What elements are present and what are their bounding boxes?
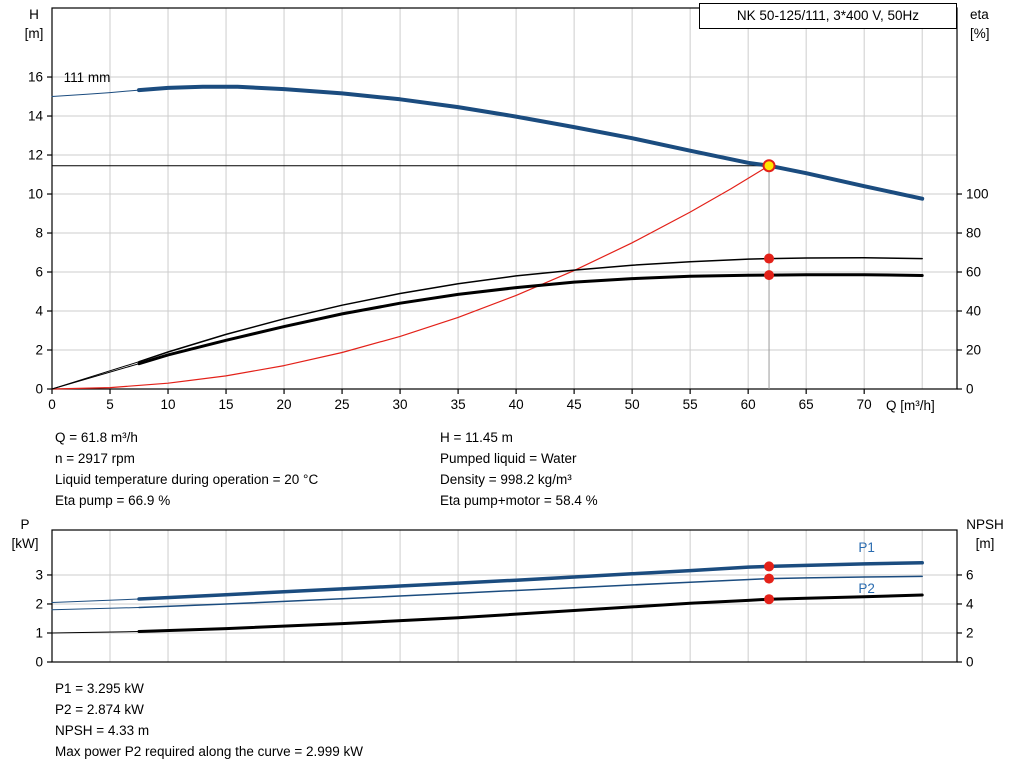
h-axis-title: H [m] [14, 5, 54, 43]
eta-axis-symbol: eta [970, 7, 989, 22]
x-axis-tick-label: 55 [683, 397, 698, 412]
plot-frame [51, 7, 958, 390]
npsh-value: NPSH = 4.33 m [55, 723, 150, 738]
right-axis-tick-label: 0 [966, 382, 974, 397]
info-block-bottom: P1 = 3.295 kW P2 = 2.874 kW NPSH = 4.33 … [55, 678, 363, 762]
npsh-axis-title: NPSH [m] [956, 515, 1014, 553]
left-axis-tick-label: 2 [35, 343, 43, 358]
left-axis-tick-label: 16 [28, 70, 43, 85]
right-axis-tick-label: 6 [966, 567, 974, 582]
pumped-liquid-value: Pumped liquid = Water [440, 451, 577, 466]
left-axis-tick-label: 0 [35, 655, 43, 670]
liquid-temperature-value: Liquid temperature during operation = 20… [55, 472, 319, 487]
x-axis-tick-label: 20 [277, 397, 292, 412]
h-axis-unit: [m] [24, 26, 44, 41]
p-axis-symbol: P [20, 517, 30, 532]
head-value: H = 11.45 m [440, 430, 513, 445]
p1-curve [137, 561, 924, 601]
chart-power: 0 1 2 3 0 2 4 6 P1 P2 [35, 529, 974, 670]
right-axis-tick-label: 20 [966, 343, 981, 358]
p2-lead [51, 607, 140, 611]
p2-label: P2 [858, 581, 875, 596]
left-axis-tick-label: 12 [28, 148, 43, 163]
x-axis-tick-label: 0 [48, 397, 56, 412]
impeller-diameter-label: 111 mm [64, 70, 111, 85]
left-axis-tick-label: 2 [35, 596, 43, 611]
p1-lead [51, 598, 140, 603]
eta-pump-motor-dot [764, 270, 775, 281]
x-axis-tick-label: 30 [393, 397, 408, 412]
eta-axis-unit: [%] [970, 26, 990, 41]
chart-qh: 0 2 4 6 8 10 12 14 16 0 20 40 60 80 100 0 5 10 15 20 25 30 35 4… [28, 7, 989, 412]
p-axis-unit: [kW] [11, 536, 39, 551]
eta-pump-motor-lead [51, 363, 140, 390]
x-axis-tick-label: 40 [509, 397, 524, 412]
x-axis-tick-label: 70 [857, 397, 872, 412]
npsh-curve [137, 593, 924, 633]
p2-value: P2 = 2.874 kW [55, 702, 144, 717]
x-axis-tick-label: 65 [799, 397, 814, 412]
speed-value: n = 2917 rpm [55, 451, 135, 466]
left-axis-tick-label: 14 [28, 109, 44, 124]
p1-label: P1 [858, 540, 875, 555]
info-block-left: Q = 61.8 m³/h n = 2917 rpm Liquid temper… [55, 427, 318, 511]
x-axis-tick-label: 10 [161, 397, 176, 412]
p2-curve [138, 575, 923, 609]
info-block-right: H = 11.45 m Pumped liquid = Water Densit… [440, 427, 598, 511]
eta-pump-motor-curve [137, 273, 924, 366]
p-axis-title: P [kW] [2, 515, 48, 553]
p2-dot [764, 573, 775, 584]
max-power-note: Max power P2 required along the curve = … [55, 744, 364, 759]
system-curve [51, 165, 770, 390]
eta-pump-motor-value: Eta pump+motor = 58.4 % [440, 493, 598, 508]
duty-point-marker[interactable] [762, 159, 776, 173]
p1-value: P1 = 3.295 kW [55, 681, 144, 696]
right-axis-tick-label: 2 [966, 625, 974, 640]
left-axis-tick-label: 4 [35, 304, 43, 319]
eta-pump-value: Eta pump = 66.9 % [55, 493, 171, 508]
pump-curve-111mm [137, 84, 925, 201]
x-axis-tick-label: 45 [567, 397, 582, 412]
h-axis-symbol: H [29, 7, 39, 22]
left-axis-tick-label: 1 [35, 625, 43, 640]
p1-dot [764, 561, 775, 572]
eta-pump-curve [138, 257, 923, 363]
npsh-dot [764, 594, 775, 605]
plot-frame [51, 529, 958, 663]
right-axis-tick-label: 40 [966, 304, 981, 319]
right-axis-tick-label: 60 [966, 265, 981, 280]
eta-axis-title: eta [%] [970, 5, 1014, 43]
right-axis-tick-label: 4 [966, 596, 974, 611]
x-axis-tick-label: 50 [625, 397, 640, 412]
left-axis-tick-label: 3 [35, 567, 43, 582]
npsh-axis-unit: [m] [975, 536, 995, 551]
pump-curve-lead [51, 89, 140, 97]
npsh-lead [51, 631, 140, 634]
flow-value: Q = 61.8 m³/h [55, 430, 138, 445]
left-axis-tick-label: 10 [28, 187, 43, 202]
x-axis-tick-label: 60 [741, 397, 756, 412]
pump-model-box: NK 50-125/111, 3*400 V, 50Hz [699, 3, 957, 29]
left-axis-tick-label: 0 [35, 382, 43, 397]
x-axis-tick-label: 25 [335, 397, 350, 412]
left-axis-tick-label: 8 [35, 226, 43, 241]
q-axis-title: Q [m³/h] [886, 398, 935, 413]
x-axis-tick-label: 5 [106, 397, 114, 412]
right-axis-tick-label: 0 [966, 655, 974, 670]
right-axis-tick-label: 100 [966, 187, 989, 202]
npsh-axis-symbol: NPSH [966, 517, 1004, 532]
right-axis-tick-label: 80 [966, 226, 981, 241]
density-value: Density = 998.2 kg/m³ [440, 472, 572, 487]
x-axis-tick-label: 15 [219, 397, 234, 412]
x-axis-tick-label: 35 [451, 397, 466, 412]
eta-pump-dot [764, 253, 775, 264]
left-axis-tick-label: 6 [35, 265, 43, 280]
